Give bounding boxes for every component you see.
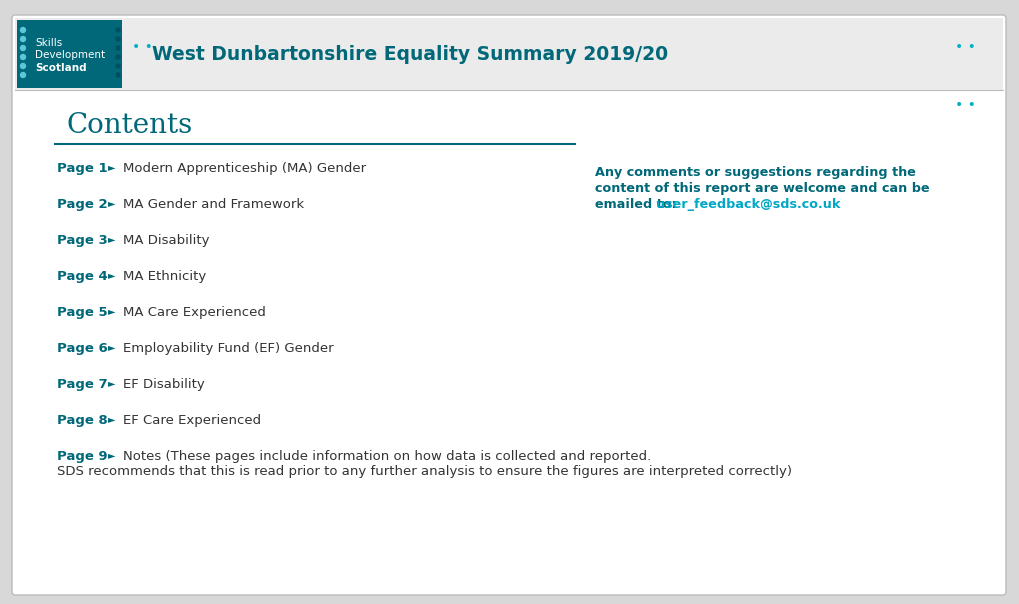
Bar bbox=[15, 18, 1002, 90]
Text: MA Care Experienced: MA Care Experienced bbox=[123, 306, 266, 319]
Text: ►: ► bbox=[108, 234, 115, 244]
Circle shape bbox=[116, 64, 120, 68]
Text: MA Gender and Framework: MA Gender and Framework bbox=[123, 198, 304, 211]
Circle shape bbox=[116, 46, 120, 50]
Text: ►: ► bbox=[108, 378, 115, 388]
Circle shape bbox=[116, 28, 120, 32]
Text: MA Disability: MA Disability bbox=[123, 234, 209, 247]
Bar bbox=[17, 20, 122, 88]
Text: Page 2: Page 2 bbox=[57, 198, 108, 211]
Text: • •: • • bbox=[954, 98, 975, 112]
Text: Page 6: Page 6 bbox=[57, 342, 108, 355]
Text: Page 5: Page 5 bbox=[57, 306, 108, 319]
Text: Scotland: Scotland bbox=[35, 63, 87, 73]
Text: Page 8: Page 8 bbox=[57, 414, 108, 427]
Circle shape bbox=[20, 54, 25, 60]
Text: Employability Fund (EF) Gender: Employability Fund (EF) Gender bbox=[123, 342, 333, 355]
Text: ►: ► bbox=[108, 306, 115, 316]
Circle shape bbox=[20, 72, 25, 77]
Text: Contents: Contents bbox=[67, 112, 193, 139]
Text: Development: Development bbox=[35, 50, 105, 60]
Text: ►: ► bbox=[108, 414, 115, 424]
Text: • •: • • bbox=[131, 40, 153, 54]
Text: MA Ethnicity: MA Ethnicity bbox=[123, 270, 206, 283]
Text: emailed to:: emailed to: bbox=[594, 198, 681, 211]
Circle shape bbox=[20, 45, 25, 51]
Text: Notes (These pages include information on how data is collected and reported.: Notes (These pages include information o… bbox=[123, 450, 650, 463]
Circle shape bbox=[20, 36, 25, 42]
FancyBboxPatch shape bbox=[12, 15, 1005, 595]
Circle shape bbox=[20, 28, 25, 33]
Text: ►: ► bbox=[108, 270, 115, 280]
Text: Page 3: Page 3 bbox=[57, 234, 108, 247]
Text: content of this report are welcome and can be: content of this report are welcome and c… bbox=[594, 182, 928, 195]
Text: user_feedback@sds.co.uk: user_feedback@sds.co.uk bbox=[655, 198, 840, 211]
Text: SDS recommends that this is read prior to any further analysis to ensure the fig: SDS recommends that this is read prior t… bbox=[57, 465, 791, 478]
Text: • •: • • bbox=[954, 40, 975, 54]
Text: ►: ► bbox=[108, 198, 115, 208]
Text: EF Care Experienced: EF Care Experienced bbox=[123, 414, 261, 427]
Text: ►: ► bbox=[108, 162, 115, 172]
Text: ►: ► bbox=[108, 342, 115, 352]
Text: EF Disability: EF Disability bbox=[123, 378, 205, 391]
Text: Page 9: Page 9 bbox=[57, 450, 108, 463]
Text: Page 4: Page 4 bbox=[57, 270, 108, 283]
Circle shape bbox=[116, 73, 120, 77]
Circle shape bbox=[116, 55, 120, 59]
Text: Modern Apprenticeship (MA) Gender: Modern Apprenticeship (MA) Gender bbox=[123, 162, 366, 175]
Text: Page 7: Page 7 bbox=[57, 378, 108, 391]
Text: Any comments or suggestions regarding the: Any comments or suggestions regarding th… bbox=[594, 166, 915, 179]
Text: Skills: Skills bbox=[35, 38, 62, 48]
Text: West Dunbartonshire Equality Summary 2019/20: West Dunbartonshire Equality Summary 201… bbox=[152, 45, 667, 63]
Circle shape bbox=[20, 63, 25, 68]
Text: ►: ► bbox=[108, 450, 115, 460]
Circle shape bbox=[116, 37, 120, 41]
Text: Page 1: Page 1 bbox=[57, 162, 108, 175]
